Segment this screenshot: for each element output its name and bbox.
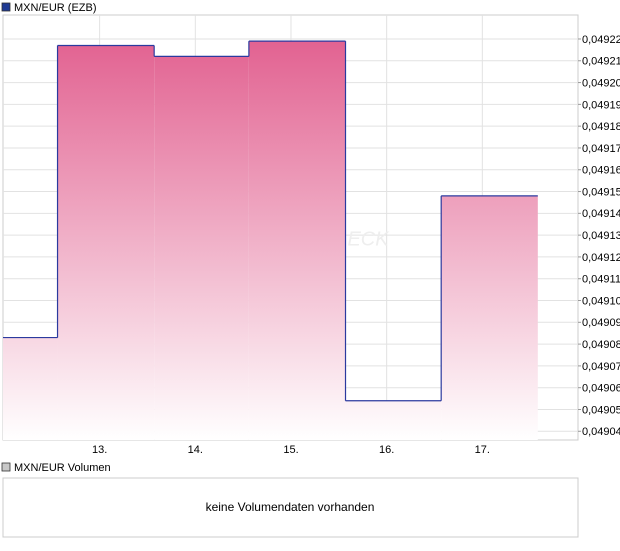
volume-message: keine Volumendaten vorhanden [206, 500, 375, 514]
y-tick-label: 0,04920 [582, 77, 620, 89]
legend-label: MXN/EUR (EZB) [14, 2, 97, 14]
legend-swatch [1, 462, 11, 472]
y-tick-label: 0,04913 [582, 230, 620, 242]
y-tick-label: 0,04907 [582, 361, 620, 373]
area-step [248, 41, 346, 441]
x-tick-label: 15. [283, 444, 298, 456]
y-tick-label: 0,04906 [582, 383, 620, 395]
volume-frame [2, 477, 579, 538]
x-tick-label: 16. [379, 444, 394, 456]
y-tick-label: 0,04910 [582, 295, 620, 307]
volume-title: MXN/EUR Volumen [14, 462, 111, 474]
y-tick-label: 0,04912 [582, 252, 620, 264]
y-tick-label: 0,04919 [582, 99, 620, 111]
y-tick-label: 0,04909 [582, 317, 620, 329]
area-step [57, 45, 155, 441]
y-tick-label: 0,04911 [582, 274, 620, 286]
area-step [3, 337, 58, 440]
y-tick-label: 0,04921 [582, 56, 620, 68]
y-tick-label: 0,04916 [582, 165, 620, 177]
y-tick-label: 0,04908 [582, 339, 620, 351]
watermark: ECK [347, 228, 390, 250]
x-tick-label: 13. [92, 444, 107, 456]
legend-swatch [1, 2, 11, 12]
x-tick-label: 14. [188, 444, 203, 456]
y-tick-label: 0,04917 [582, 143, 620, 155]
y-tick-label: 0,04914 [582, 208, 620, 220]
y-tick-label: 0,04922 [582, 34, 620, 46]
y-tick-label: 0,04904 [582, 426, 620, 438]
area-step [154, 56, 249, 441]
area-step [345, 400, 442, 440]
x-tick-label: 17. [475, 444, 490, 456]
y-tick-label: 0,04915 [582, 186, 620, 198]
y-tick-label: 0,04905 [582, 404, 620, 416]
area-step [441, 195, 538, 440]
y-tick-label: 0,04918 [582, 121, 620, 133]
